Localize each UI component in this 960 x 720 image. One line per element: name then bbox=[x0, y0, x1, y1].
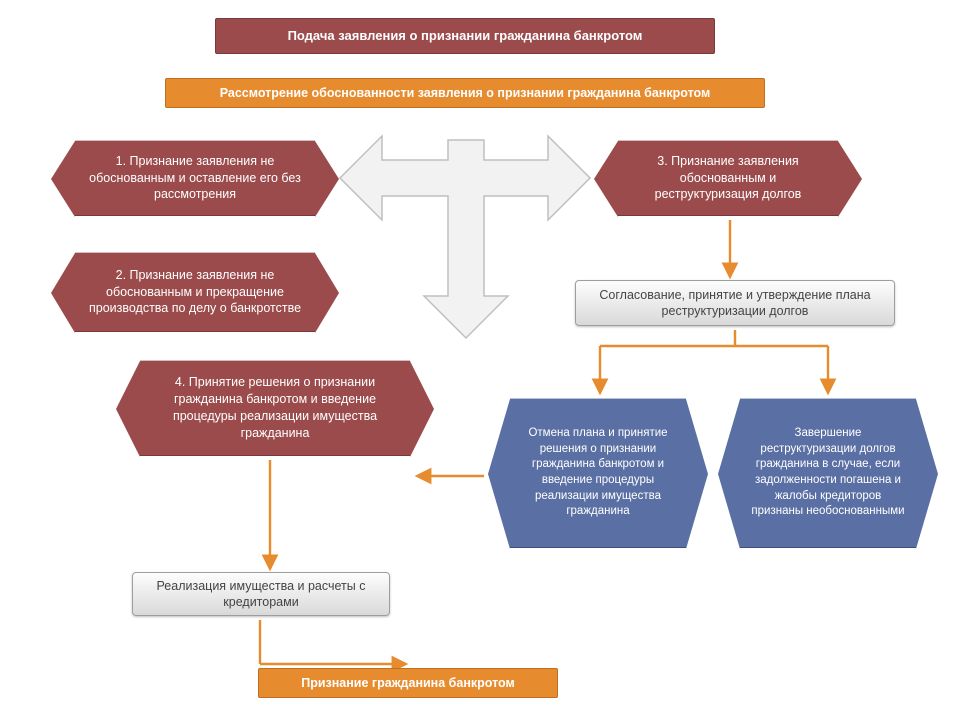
node-realize: Реализация имущества и расчеты с кредито… bbox=[132, 572, 390, 616]
node-n3: 3. Признание заявления обоснованным и ре… bbox=[618, 140, 838, 216]
node-label: Рассмотрение обоснованности заявления о … bbox=[220, 85, 711, 102]
node-cancel: Отмена плана и принятие решения о призна… bbox=[510, 398, 686, 548]
node-review: Рассмотрение обоснованности заявления о … bbox=[165, 78, 765, 108]
node-finish: Завершение реструктуризации долгов гражд… bbox=[740, 398, 916, 548]
node-label: Согласование, принятие и утверждение пла… bbox=[588, 287, 882, 320]
node-n4: 4. Принятие решения о признании граждани… bbox=[140, 360, 410, 456]
node-label: Отмена плана и принятие решения о призна… bbox=[520, 426, 676, 519]
node-title: Подача заявления о признании гражданина … bbox=[215, 18, 715, 54]
node-n2: 2. Признание заявления не обоснованным и… bbox=[75, 252, 315, 332]
node-n1: 1. Признание заявления не обоснованным и… bbox=[75, 140, 315, 216]
node-agree: Согласование, принятие и утверждение пла… bbox=[575, 280, 895, 326]
node-label: 3. Признание заявления обоснованным и ре… bbox=[628, 153, 828, 204]
node-label: 1. Признание заявления не обоснованным и… bbox=[85, 153, 305, 204]
node-label: 4. Принятие решения о признании граждани… bbox=[150, 374, 400, 442]
node-label: Завершение реструктуризации долгов гражд… bbox=[750, 426, 906, 519]
node-label: Подача заявления о признании гражданина … bbox=[288, 27, 643, 45]
decision-arrow bbox=[340, 136, 590, 338]
node-final: Признание гражданина банкротом bbox=[258, 668, 558, 698]
node-label: 2. Признание заявления не обоснованным и… bbox=[85, 267, 305, 318]
node-label: Реализация имущества и расчеты с кредито… bbox=[145, 578, 377, 611]
node-label: Признание гражданина банкротом bbox=[301, 675, 515, 692]
